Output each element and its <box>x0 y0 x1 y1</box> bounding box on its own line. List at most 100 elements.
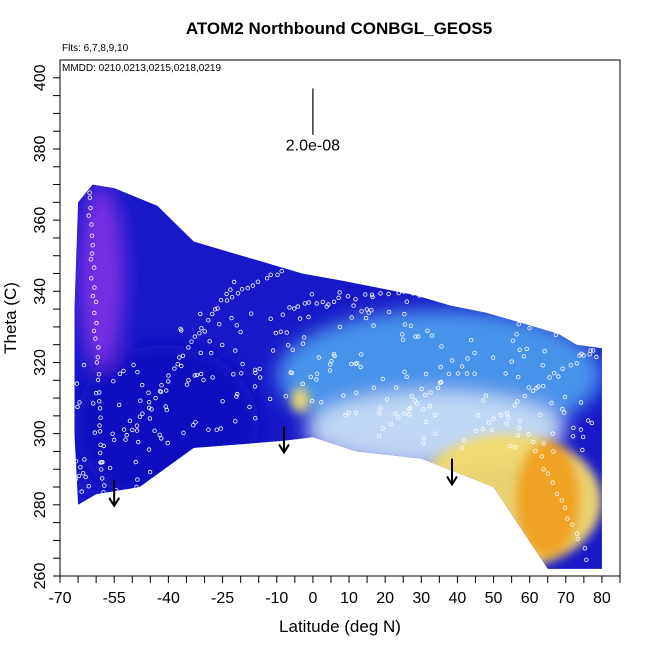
sample-point <box>541 384 546 389</box>
sample-point <box>250 283 256 288</box>
sample-point <box>86 484 91 489</box>
sample-point <box>194 372 200 378</box>
sample-point <box>199 326 204 331</box>
sample-point <box>509 359 514 364</box>
sample-point <box>121 427 127 432</box>
sample-point <box>512 445 518 450</box>
sample-point <box>300 381 305 386</box>
sample-point <box>147 469 153 475</box>
sample-point <box>87 190 92 195</box>
sample-point <box>504 421 509 426</box>
sample-point <box>239 287 245 292</box>
sample-point <box>74 381 80 386</box>
sample-point <box>406 406 412 412</box>
sample-point <box>380 426 385 431</box>
sample-point <box>286 343 291 348</box>
sample-point <box>514 332 519 337</box>
sample-point <box>363 292 368 297</box>
sample-point <box>459 445 464 451</box>
sample-point <box>560 366 565 371</box>
sample-point <box>124 432 129 438</box>
sample-point <box>101 443 106 449</box>
sample-point <box>402 311 407 317</box>
sample-point <box>267 396 273 402</box>
sample-point <box>81 362 87 368</box>
sample-point <box>351 303 356 308</box>
sample-point <box>97 450 103 456</box>
flight-arrows <box>108 426 458 508</box>
x-tick-label-3: -25 <box>211 590 234 607</box>
chart-title: ATOM2 Northbound CONBGL_GEOS5 <box>186 19 492 38</box>
sample-point <box>524 346 529 352</box>
sample-point <box>273 330 278 336</box>
sample-point <box>283 394 288 399</box>
sample-point <box>147 416 153 421</box>
sample-point <box>574 361 579 366</box>
sample-point <box>584 557 589 562</box>
sample-point <box>366 310 371 315</box>
sample-point <box>512 403 518 408</box>
sample-point <box>503 371 508 376</box>
sample-point <box>562 394 568 400</box>
sample-point <box>218 298 224 303</box>
sample-point <box>508 444 513 449</box>
sample-point <box>123 437 128 442</box>
sample-point <box>134 423 140 428</box>
sample-point <box>377 411 382 416</box>
sample-point <box>455 371 461 376</box>
dates-note: MMDD: 0210,0213,0215,0218,0219 <box>62 63 221 74</box>
sample-point <box>186 345 191 350</box>
sample-point <box>207 339 212 344</box>
sample-point <box>489 427 495 433</box>
sample-point <box>510 338 516 343</box>
sample-point <box>416 334 421 339</box>
sample-point <box>163 388 169 393</box>
sample-point <box>359 309 364 314</box>
sample-point <box>229 315 234 321</box>
x-tick-label-6: 10 <box>340 590 358 607</box>
sample-point <box>314 377 319 382</box>
sample-point <box>542 349 547 354</box>
sample-point <box>423 392 428 397</box>
sample-point <box>387 309 392 315</box>
sample-point <box>337 324 343 330</box>
sample-point <box>378 405 383 411</box>
sample-point <box>111 437 117 443</box>
sample-point <box>380 376 386 382</box>
sample-point <box>92 310 97 316</box>
y-tick-label-4: 340 <box>32 278 49 305</box>
sample-point <box>556 374 561 379</box>
sample-point <box>376 434 382 439</box>
field-feature-1 <box>74 344 259 505</box>
sample-point <box>231 279 237 285</box>
sample-point <box>498 412 504 418</box>
sample-point <box>584 338 589 343</box>
sample-point <box>151 481 156 486</box>
sample-point <box>135 369 140 375</box>
sample-point <box>111 379 116 384</box>
sample-point <box>408 405 413 411</box>
sample-point <box>353 297 358 302</box>
sample-point <box>562 410 567 415</box>
sample-point <box>553 332 558 338</box>
sample-point <box>87 195 93 200</box>
sample-point <box>97 406 103 411</box>
sample-point <box>570 522 575 527</box>
sample-point <box>78 465 83 470</box>
sample-point <box>102 483 107 488</box>
sample-point <box>295 304 300 309</box>
sample-points <box>73 190 599 562</box>
sample-point <box>253 370 258 376</box>
sample-point <box>97 423 102 428</box>
sample-point <box>89 222 94 227</box>
sample-point <box>364 307 369 312</box>
sample-point <box>164 407 169 413</box>
sample-point <box>423 371 429 377</box>
sample-point <box>410 291 416 296</box>
sample-point <box>235 291 241 296</box>
sample-point <box>165 440 170 446</box>
sample-point <box>98 415 103 420</box>
sample-point <box>310 398 315 404</box>
sample-point <box>581 434 586 440</box>
